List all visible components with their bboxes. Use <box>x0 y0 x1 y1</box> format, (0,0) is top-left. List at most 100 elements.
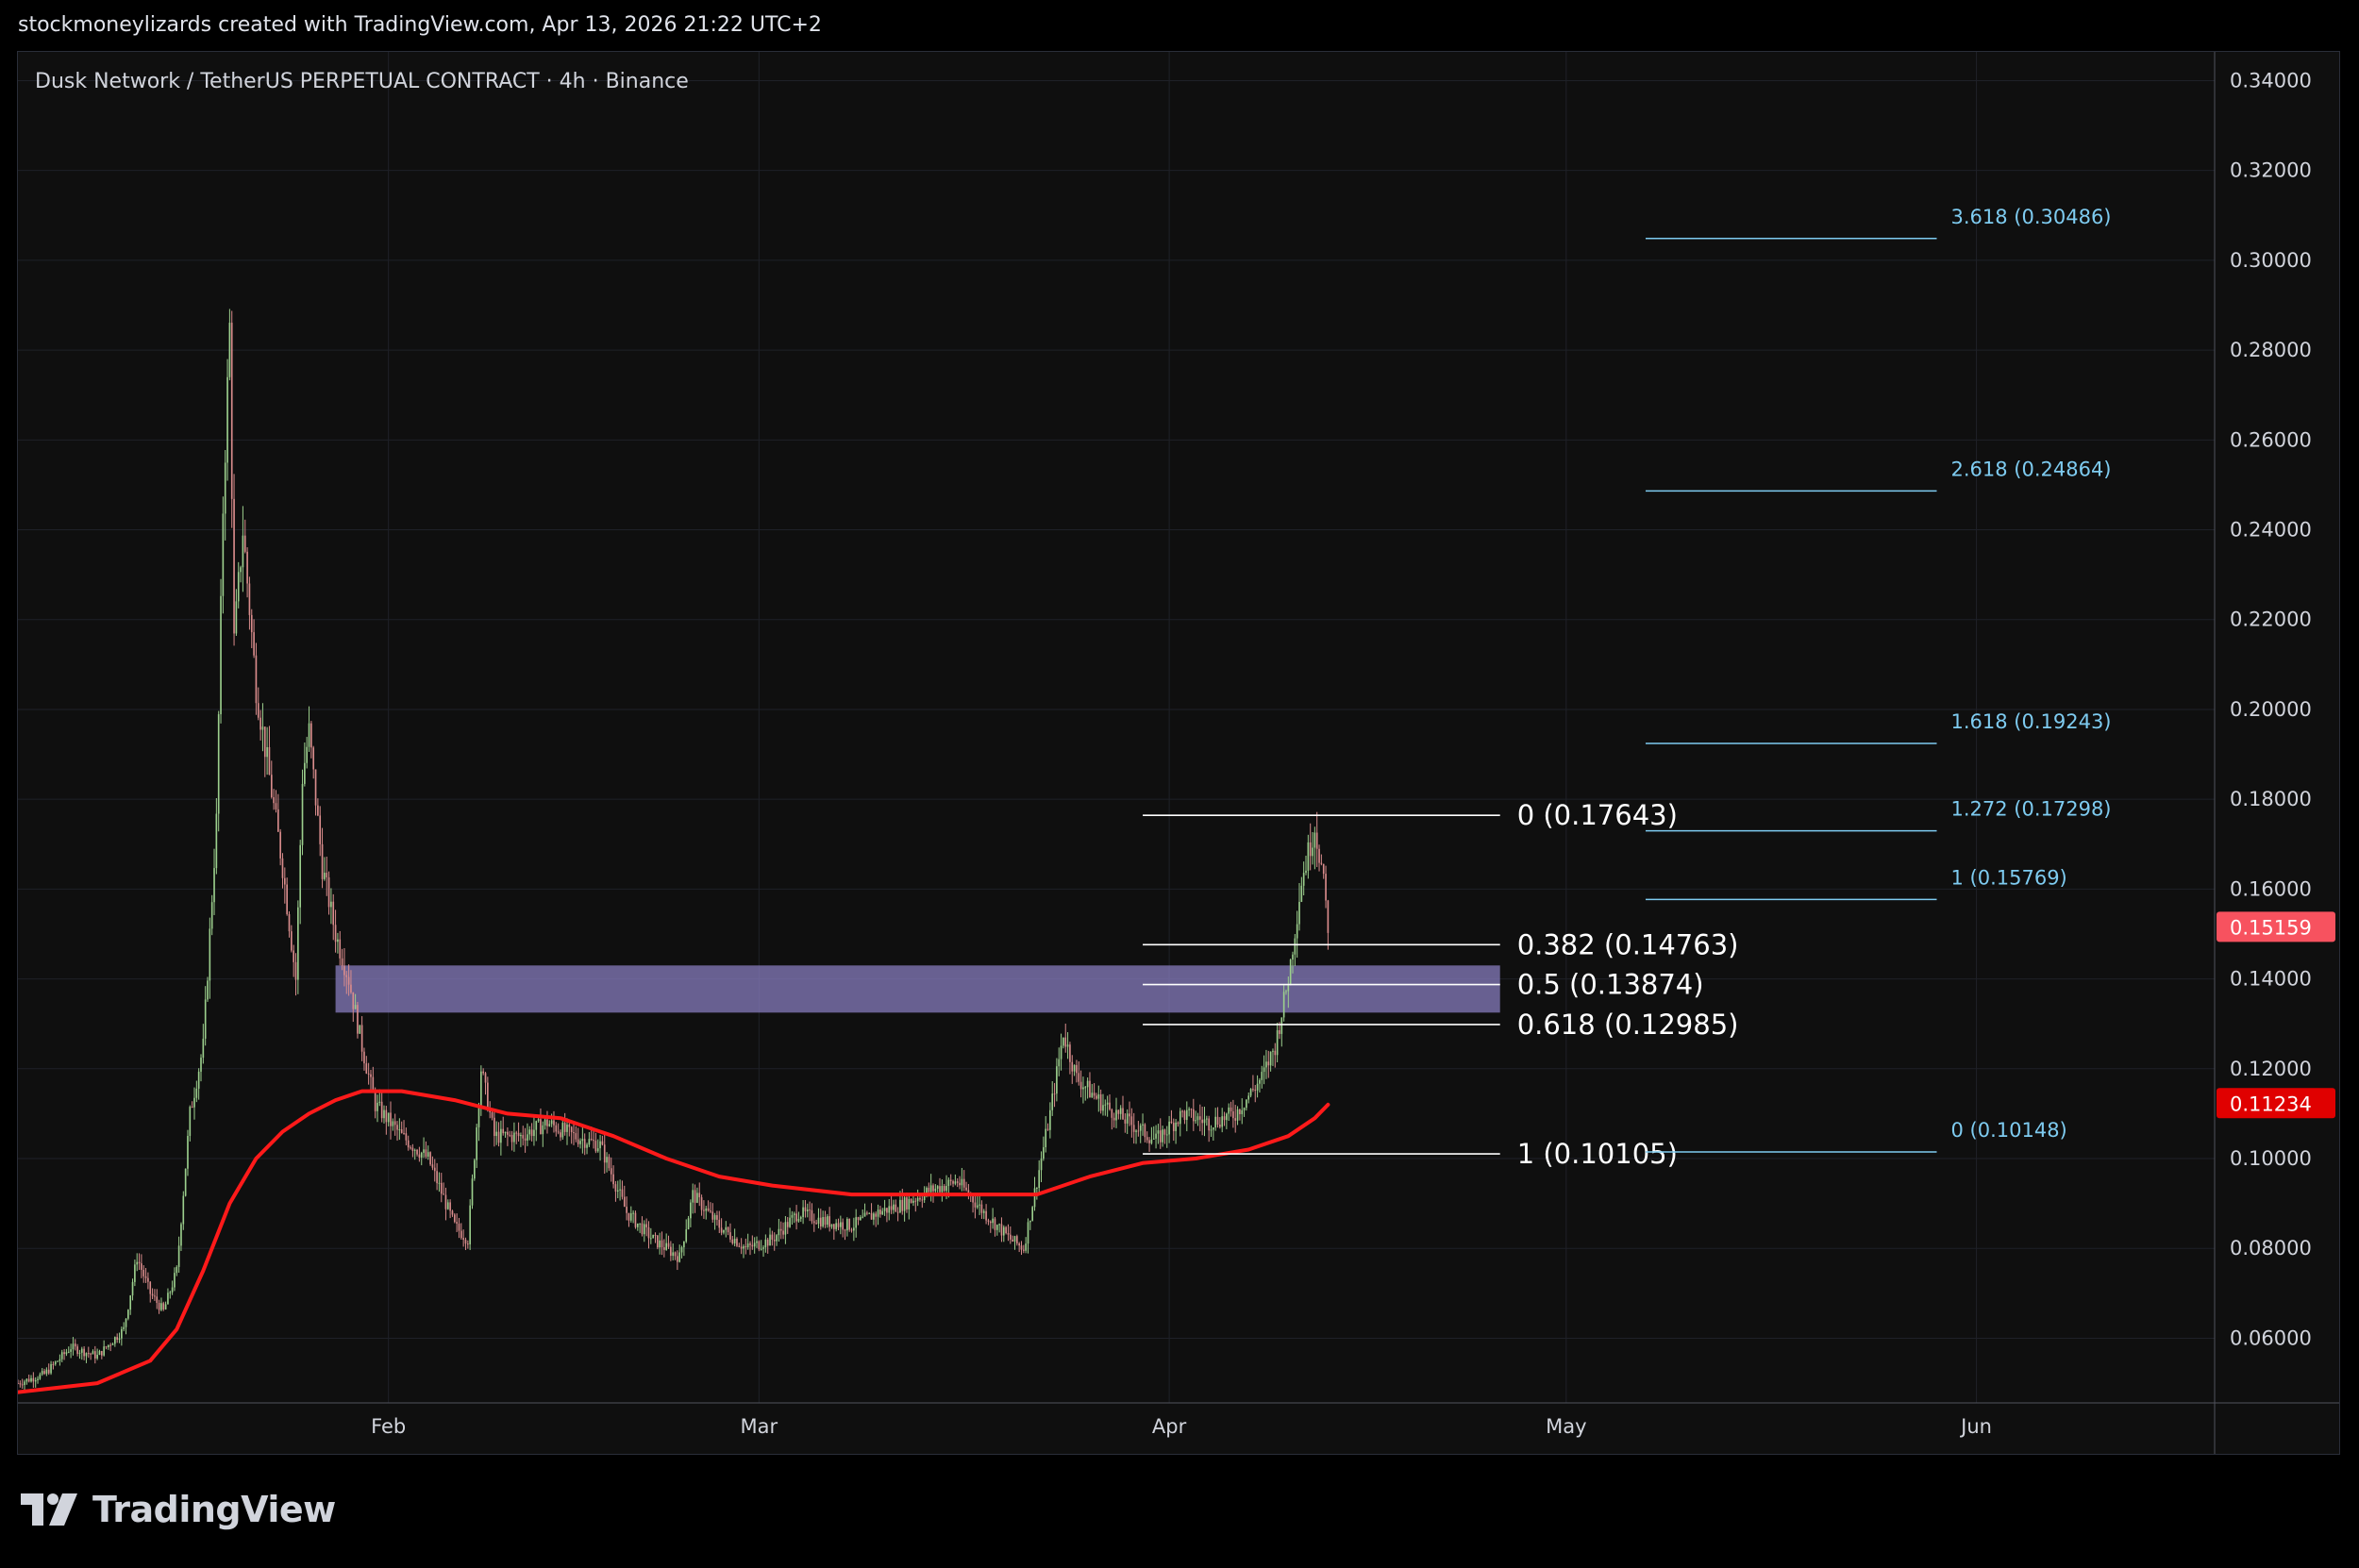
candle-body <box>877 1209 879 1217</box>
candle-body <box>226 376 228 463</box>
candle-body <box>1201 1119 1203 1124</box>
candle-body <box>705 1208 708 1211</box>
candle-body <box>332 901 335 926</box>
candle-body <box>284 877 286 885</box>
candle-body <box>326 873 328 877</box>
candle-body <box>1071 1061 1074 1072</box>
candle-body <box>90 1353 92 1355</box>
price-chart[interactable]: 0 (0.17643)0.382 (0.14763)0.5 (0.13874)0… <box>18 52 2339 1454</box>
candle-body <box>85 1353 88 1357</box>
candle-body <box>596 1148 599 1152</box>
candle-body <box>540 1119 542 1135</box>
candle-body <box>835 1223 837 1229</box>
candle-body <box>1146 1137 1148 1141</box>
candle-body <box>1285 991 1287 993</box>
candle-body <box>941 1186 944 1193</box>
candle-body <box>286 884 288 914</box>
candle-body <box>789 1217 791 1227</box>
candle-body <box>1119 1108 1122 1114</box>
candle-body <box>557 1131 560 1133</box>
candle-body <box>1129 1113 1130 1117</box>
candle-body <box>27 1378 30 1382</box>
y-tick-label: 0.14000 <box>2230 968 2312 991</box>
candle-body <box>982 1210 985 1213</box>
candle-body <box>288 913 291 932</box>
candle-body <box>959 1182 961 1186</box>
candle-body <box>793 1213 795 1215</box>
candle-body <box>1298 901 1300 925</box>
x-tick-label: Feb <box>371 1415 406 1438</box>
candle-body <box>142 1269 145 1276</box>
y-tick-label: 0.28000 <box>2230 339 2312 361</box>
candle-body <box>1177 1122 1180 1125</box>
tradingview-logo[interactable]: TradingView <box>21 1483 336 1536</box>
candle-body <box>268 746 271 776</box>
candle-body <box>568 1125 571 1127</box>
candle-body <box>581 1139 584 1142</box>
candle-body <box>21 1384 24 1386</box>
candle-body <box>1043 1146 1045 1159</box>
tradingview-logo-text: TradingView <box>92 1489 336 1530</box>
candle-body <box>255 655 258 704</box>
candle-body <box>886 1208 888 1213</box>
support-zone-layer <box>335 965 1500 1013</box>
candle-body <box>1213 1127 1214 1130</box>
candle-body <box>193 1097 195 1108</box>
candle-body <box>1228 1107 1230 1114</box>
candle-body <box>489 1109 492 1112</box>
candle-body <box>440 1182 443 1194</box>
candle-body <box>786 1222 789 1227</box>
candle-body <box>114 1337 116 1344</box>
candle-body <box>1056 1066 1058 1094</box>
candle-body <box>25 1378 28 1382</box>
candle-body <box>1325 874 1327 901</box>
candle-body <box>1115 1109 1117 1121</box>
candle-body <box>527 1134 528 1141</box>
candle-body <box>1236 1109 1239 1121</box>
candle-body <box>257 703 259 718</box>
candle-body <box>222 513 225 596</box>
candle-body <box>778 1228 780 1236</box>
candle-body <box>1219 1125 1221 1127</box>
candle-body <box>1157 1130 1160 1134</box>
candle-body <box>1029 1220 1031 1223</box>
fib-retracement-label: 0.5 (0.13874) <box>1517 969 1704 1001</box>
candle-body <box>425 1149 427 1158</box>
candle-body <box>537 1119 540 1122</box>
candle-body <box>1005 1226 1007 1233</box>
candle-body <box>749 1243 751 1245</box>
candle-body <box>1000 1224 1003 1236</box>
candle-body <box>162 1303 165 1309</box>
candle-body <box>815 1223 817 1225</box>
candle-body <box>1023 1249 1025 1251</box>
candle-body <box>273 796 275 804</box>
candle-body <box>136 1261 139 1265</box>
candle-body <box>237 572 240 602</box>
candle-body <box>906 1197 908 1209</box>
y-tick-label: 0.24000 <box>2230 519 2312 542</box>
candle-body <box>1254 1089 1257 1091</box>
fib-retracement-label: 0 (0.17643) <box>1517 799 1678 831</box>
candle-body <box>32 1377 35 1382</box>
candle-body <box>1079 1081 1082 1090</box>
candle-body <box>495 1131 498 1137</box>
candle-body <box>1309 842 1312 857</box>
price-badge-label: 0.11234 <box>2230 1093 2312 1115</box>
candle-body <box>575 1133 577 1140</box>
candle-body <box>446 1202 449 1209</box>
candle-body <box>443 1193 444 1195</box>
candle-body <box>87 1353 90 1355</box>
candle-body <box>1148 1140 1150 1143</box>
candle-body <box>105 1346 108 1348</box>
candle-body <box>842 1222 844 1230</box>
candle-body <box>510 1135 513 1143</box>
candle-body <box>1106 1102 1109 1105</box>
candle-body <box>522 1135 525 1139</box>
candle-body <box>317 805 319 816</box>
candle-body <box>491 1111 494 1118</box>
candle-body <box>888 1206 891 1213</box>
candle-body <box>1196 1116 1199 1121</box>
fib-extension-label: 2.618 (0.24864) <box>1950 458 2111 480</box>
y-tick-label: 0.22000 <box>2230 609 2312 631</box>
candle-body <box>945 1186 947 1192</box>
